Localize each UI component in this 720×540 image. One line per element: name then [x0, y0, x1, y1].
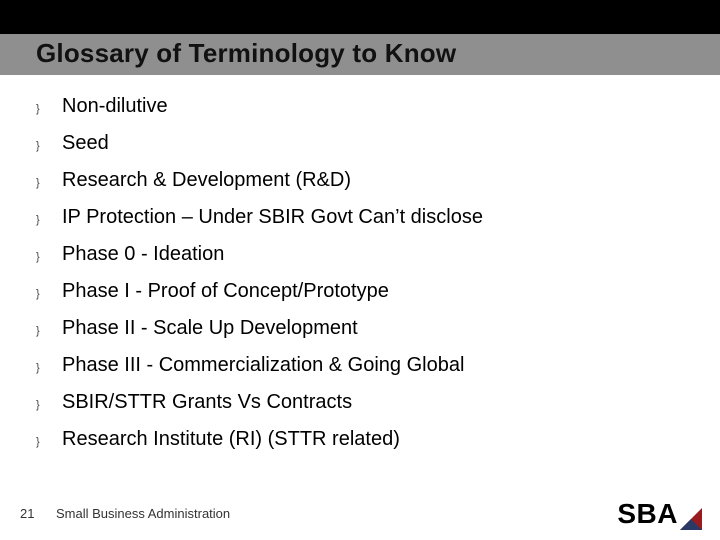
- list-item-label: SBIR/STTR Grants Vs Contracts: [62, 389, 352, 415]
- slide: Glossary of Terminology to Know } Non-di…: [0, 0, 720, 540]
- bullet-icon: }: [36, 355, 62, 381]
- content-list: } Non-dilutive } Seed } Research & Devel…: [36, 93, 720, 455]
- list-item-label: Seed: [62, 130, 109, 156]
- list-item: } Non-dilutive: [36, 93, 720, 122]
- list-item-label: Research & Development (R&D): [62, 167, 351, 193]
- bullet-icon: }: [36, 170, 62, 196]
- sba-logo-text: SBA: [617, 498, 678, 530]
- footer-text: Small Business Administration: [56, 506, 230, 521]
- footer: 21 Small Business Administration SBA: [0, 486, 720, 540]
- list-item: } IP Protection – Under SBIR Govt Can’t …: [36, 204, 720, 233]
- list-item-label: Phase I - Proof of Concept/Prototype: [62, 278, 389, 304]
- list-item: } SBIR/STTR Grants Vs Contracts: [36, 389, 720, 418]
- list-item-label: Phase 0 - Ideation: [62, 241, 224, 267]
- list-item: } Phase III - Commercialization & Going …: [36, 352, 720, 381]
- list-item: } Research Institute (RI) (STTR related): [36, 426, 720, 455]
- page-number: 21: [20, 506, 48, 521]
- sba-logo: SBA: [617, 498, 702, 530]
- list-item: } Phase II - Scale Up Development: [36, 315, 720, 344]
- bullet-icon: }: [36, 133, 62, 159]
- slide-title: Glossary of Terminology to Know: [36, 38, 720, 69]
- bullet-icon: }: [36, 281, 62, 307]
- list-item-label: IP Protection – Under SBIR Govt Can’t di…: [62, 204, 483, 230]
- top-black-bar: [0, 0, 720, 34]
- sba-logo-mark-icon: [680, 508, 702, 530]
- list-item: } Research & Development (R&D): [36, 167, 720, 196]
- title-band: Glossary of Terminology to Know: [0, 34, 720, 75]
- bullet-icon: }: [36, 207, 62, 233]
- bullet-icon: }: [36, 318, 62, 344]
- bullet-icon: }: [36, 96, 62, 122]
- list-item-label: Phase III - Commercialization & Going Gl…: [62, 352, 464, 378]
- list-item: } Seed: [36, 130, 720, 159]
- list-item: } Phase I - Proof of Concept/Prototype: [36, 278, 720, 307]
- list-item-label: Non-dilutive: [62, 93, 168, 119]
- list-item-label: Research Institute (RI) (STTR related): [62, 426, 400, 452]
- bullet-icon: }: [36, 429, 62, 455]
- list-item-label: Phase II - Scale Up Development: [62, 315, 358, 341]
- list-item: } Phase 0 - Ideation: [36, 241, 720, 270]
- bullet-icon: }: [36, 244, 62, 270]
- bullet-icon: }: [36, 392, 62, 418]
